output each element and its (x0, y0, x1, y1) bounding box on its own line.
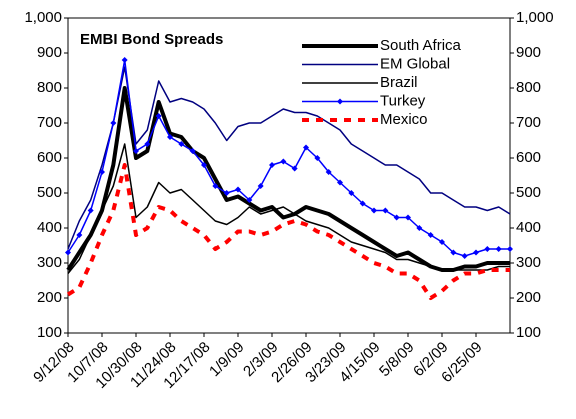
series-marker (473, 249, 479, 256)
series-marker (348, 190, 355, 196)
series-marker (99, 169, 105, 175)
legend-label: South Africa (380, 37, 462, 54)
y-tick-label: 200 (37, 289, 62, 306)
series-marker (303, 144, 309, 151)
y-tick-label: 1,000 (24, 9, 62, 26)
series-marker (167, 134, 173, 140)
series-marker (212, 183, 219, 189)
series-marker (359, 200, 366, 207)
series-marker (382, 207, 389, 214)
series-line (67, 59, 510, 257)
series-marker (155, 113, 162, 119)
y-tick-label: 300 (37, 254, 62, 271)
series-marker (223, 190, 230, 196)
series-line (67, 66, 511, 250)
series-marker (189, 148, 196, 154)
series-marker (371, 207, 377, 214)
series-marker (235, 186, 241, 193)
series-marker (405, 214, 411, 221)
series-marker (178, 141, 185, 147)
series-marker (121, 57, 128, 63)
x-tick-label: 5/8/09 (376, 339, 418, 381)
y-tick-label: 100 (37, 324, 62, 341)
y2-tick-label: 100 (516, 324, 541, 341)
series-marker (144, 141, 151, 147)
y2-tick-label: 300 (516, 254, 541, 271)
y2-tick-label: 400 (516, 219, 541, 236)
legend-label: EM Global (380, 55, 450, 72)
x-tick-label: 1/9/09 (206, 339, 248, 381)
y2-tick-label: 500 (516, 184, 541, 201)
series-line (67, 143, 510, 274)
series-marker (461, 253, 468, 259)
series-marker (314, 155, 321, 161)
series-marker (416, 225, 423, 231)
legend-label: Turkey (380, 92, 426, 109)
y-tick-label: 900 (37, 44, 62, 61)
series-marker (76, 232, 83, 238)
y-tick-label: 400 (37, 219, 62, 236)
series-marker (201, 162, 207, 168)
series-marker (87, 207, 94, 214)
series-marker (291, 165, 298, 172)
legend-label: Brazil (380, 74, 418, 91)
series-marker (133, 148, 139, 154)
y2-tick-label: 600 (516, 149, 541, 166)
y2-tick-label: 700 (516, 114, 541, 131)
plot-frame (67, 17, 511, 334)
y-tick-label: 600 (37, 149, 62, 166)
chart-title: EMBI Bond Spreads (80, 31, 223, 48)
series-marker (507, 246, 513, 252)
series-marker (110, 120, 117, 126)
series-marker (280, 158, 287, 165)
series-marker (65, 249, 71, 256)
legend-label: Mexico (380, 111, 428, 128)
y2-tick-label: 900 (516, 44, 541, 61)
y-tick-label: 500 (37, 184, 62, 201)
series-marker (393, 214, 400, 221)
series-marker (450, 249, 457, 256)
y-tick-label: 700 (37, 114, 62, 131)
series-marker (337, 179, 343, 186)
series-marker (427, 232, 434, 238)
y2-tick-label: 1,000 (516, 9, 554, 26)
y2-tick-label: 800 (516, 79, 541, 96)
series-line (66, 163, 510, 300)
series-marker (484, 246, 491, 252)
series-marker (495, 246, 502, 252)
y-tick-label: 800 (37, 79, 62, 96)
series-marker (246, 197, 253, 203)
series-marker (325, 169, 332, 175)
series-marker (439, 239, 445, 245)
series-marker (269, 162, 275, 168)
legend-marker (337, 98, 343, 105)
series-marker (257, 183, 264, 189)
y2-tick-label: 200 (516, 289, 541, 306)
